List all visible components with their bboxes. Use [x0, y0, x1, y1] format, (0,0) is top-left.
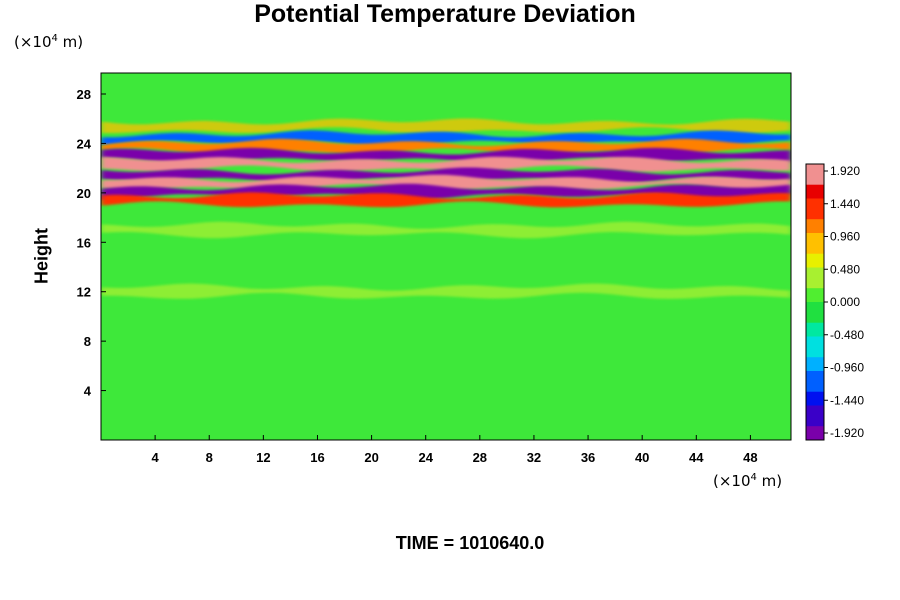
colorbar-tick-label: -0.960 [830, 361, 864, 375]
colorbar-swatch [806, 302, 824, 310]
colorbar-tick-label: 0.960 [830, 230, 860, 244]
x-tick-label: 16 [310, 450, 324, 465]
colorbar-swatch [806, 233, 824, 241]
colorbar-tick-label: -1.920 [830, 426, 864, 440]
colorbar-swatch [806, 246, 824, 255]
heatmap-band [101, 192, 791, 208]
y-tick-label: 24 [77, 136, 92, 151]
colorbar-tick-label: 1.920 [830, 164, 860, 178]
colorbar-swatch [806, 239, 824, 248]
colorbar-swatch [806, 226, 824, 234]
colorbar-swatch [806, 198, 824, 206]
colorbar-swatch [806, 371, 824, 379]
x-tick-label: 8 [206, 450, 213, 465]
heatmap-band [101, 147, 791, 165]
y-tick-label: 28 [77, 87, 91, 102]
x-tick-label: 44 [689, 450, 704, 465]
y-tick-label: 20 [77, 186, 91, 201]
colorbar-swatch [806, 267, 824, 275]
colorbar-swatch [806, 412, 824, 420]
colorbar-swatch [806, 308, 824, 317]
time-label: TIME = 1010640.0 [395, 533, 545, 553]
colorbar-swatch [806, 205, 824, 213]
colorbar-swatch [806, 419, 824, 427]
x-tick-label: 4 [152, 450, 160, 465]
plot-frame [100, 72, 792, 441]
x-tick-label: 40 [635, 450, 649, 465]
x-tick-label: 12 [256, 450, 270, 465]
colorbar-swatch [806, 398, 824, 406]
colorbar-swatch [806, 384, 824, 393]
colorbar-swatch [806, 212, 824, 220]
colorbar-swatch [806, 426, 824, 434]
colorbar-swatch [806, 177, 824, 186]
colorbar-swatch [806, 219, 824, 227]
colorbar-swatch [806, 315, 824, 324]
heatmap-band [101, 118, 791, 134]
colorbar-tick-label: -0.480 [830, 328, 864, 342]
chart-title: Potential Temperature Deviation [254, 0, 636, 28]
colorbar-swatch [806, 329, 824, 337]
y-tick-label: 8 [84, 334, 91, 349]
colorbar-swatch [806, 260, 824, 268]
x-tick-label: 36 [581, 450, 595, 465]
colorbar-tick-label: -1.440 [830, 393, 864, 407]
colorbar-tick-label: 0.480 [830, 262, 860, 276]
heatmap-band [101, 156, 791, 172]
y-tick-label: 12 [77, 285, 91, 300]
colorbar-swatch [806, 281, 824, 289]
x-tick-label: 48 [743, 450, 757, 465]
colorbar-swatch [806, 295, 824, 303]
y-unit-label: (×104 m) [14, 33, 84, 51]
colorbar-swatch [806, 433, 824, 441]
x-tick-label: 24 [418, 450, 433, 465]
heatmap-band [101, 283, 791, 299]
colorbar-tick-label: 1.440 [830, 197, 860, 211]
heatmap-band [101, 130, 791, 147]
x-unit-label: (×104 m) [713, 472, 783, 490]
colorbar-swatch [806, 253, 824, 262]
colorbar-swatch [806, 170, 824, 179]
colorbar-swatch [806, 405, 824, 413]
colorbar: 1.920 1.440 0.960 0.480 0.000 -0.480 -0.960 -1.… [805, 163, 864, 441]
heatmap-bands [101, 118, 791, 299]
y-tick-label: 4 [84, 384, 92, 399]
colorbar-swatch [806, 377, 824, 386]
x-tick-label: 20 [364, 450, 378, 465]
colorbar-swatch [806, 184, 824, 193]
y-tick-label: 16 [77, 235, 91, 250]
colorbar-swatch [806, 357, 824, 365]
x-tick-label: 32 [527, 450, 541, 465]
heatmap-band [101, 221, 791, 239]
colorbar-swatch [806, 191, 824, 199]
colorbar-swatch [806, 336, 824, 344]
colorbar-swatch [806, 322, 824, 331]
colorbar-swatch [806, 391, 824, 400]
colorbar-swatch [806, 274, 824, 282]
colorbar-swatch [806, 288, 824, 296]
colorbar-swatch [806, 164, 824, 172]
colorbar-swatch [806, 364, 824, 372]
x-tick-label: 28 [473, 450, 487, 465]
colorbar-swatch [806, 350, 824, 358]
colorbar-swatch [806, 343, 824, 351]
colorbar-tick-label: 0.000 [830, 295, 860, 309]
